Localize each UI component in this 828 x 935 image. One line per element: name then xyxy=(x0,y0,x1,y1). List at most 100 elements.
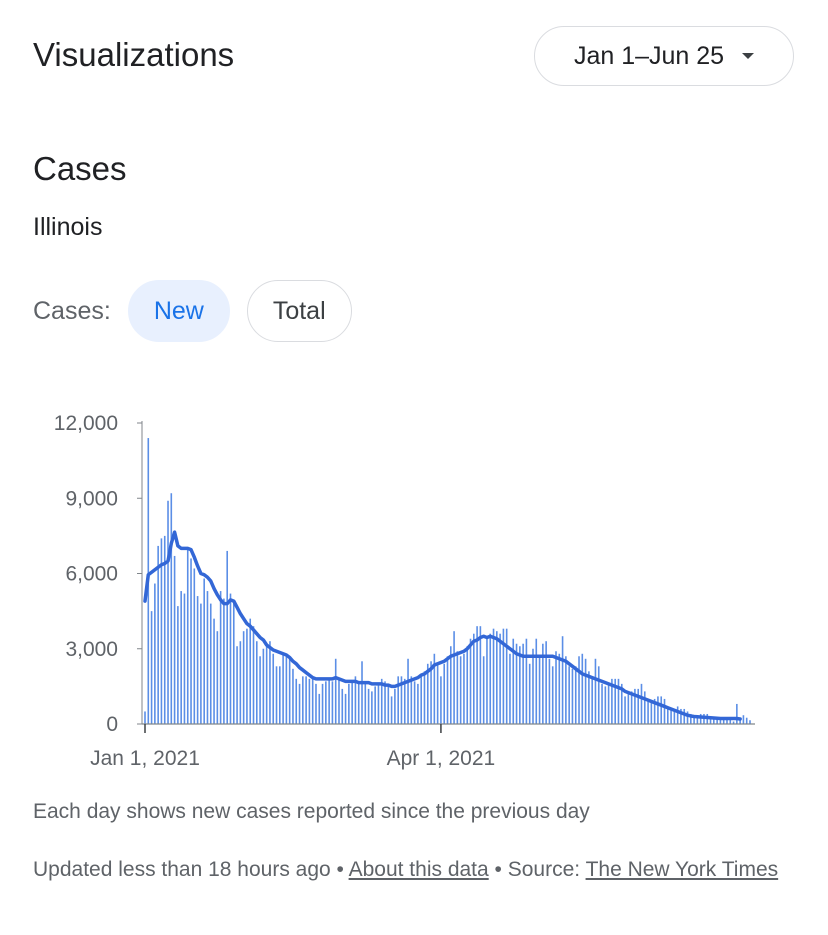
bar xyxy=(476,626,478,724)
bar xyxy=(206,591,209,724)
bar xyxy=(568,666,570,724)
bar xyxy=(223,598,225,724)
bar xyxy=(607,683,610,724)
bar xyxy=(157,545,159,724)
date-range-dropdown[interactable]: Jan 1–Jun 25 xyxy=(534,26,794,86)
bar xyxy=(604,686,607,725)
bar xyxy=(535,638,538,724)
bar xyxy=(505,628,508,724)
bar xyxy=(265,646,268,724)
bar xyxy=(624,696,626,724)
bar xyxy=(252,626,255,724)
bar xyxy=(318,693,321,724)
bar xyxy=(209,603,212,724)
chart-note: Each day shows new cases reported since … xyxy=(33,800,590,823)
page-title: Visualizations xyxy=(33,36,235,73)
bar xyxy=(637,688,640,724)
bar xyxy=(351,681,353,724)
bar xyxy=(574,666,577,724)
bar xyxy=(292,668,294,724)
section-title: Cases xyxy=(33,150,127,187)
bar xyxy=(686,711,689,724)
bar xyxy=(617,678,620,724)
source-link[interactable]: The New York Times xyxy=(585,858,779,881)
bar xyxy=(660,696,663,724)
bar xyxy=(374,686,376,725)
bar xyxy=(334,658,337,724)
bar xyxy=(232,601,235,724)
bar xyxy=(440,676,442,724)
bar xyxy=(390,696,393,724)
bar xyxy=(647,698,649,724)
chart-meta: Updated less than 18 hours ago • About t… xyxy=(33,855,793,885)
bar xyxy=(269,641,271,724)
bar xyxy=(150,611,153,725)
bar xyxy=(578,656,580,724)
y-tick-label: 3,000 xyxy=(65,638,118,661)
bar xyxy=(561,636,564,724)
bar xyxy=(410,676,413,724)
bar xyxy=(509,653,511,724)
bar xyxy=(482,656,485,724)
bar xyxy=(519,646,521,724)
y-tick-label: 9,000 xyxy=(65,487,118,510)
bar xyxy=(736,703,738,724)
bar xyxy=(361,661,363,724)
bar xyxy=(279,666,281,724)
bar xyxy=(463,653,465,724)
bar xyxy=(413,681,416,724)
bar xyxy=(436,663,439,724)
caret-down-icon xyxy=(742,53,755,59)
bar xyxy=(588,671,590,724)
bar xyxy=(466,646,469,724)
bar xyxy=(499,633,501,724)
bar xyxy=(183,593,186,724)
new-cases-chip[interactable]: New xyxy=(127,280,230,342)
bar xyxy=(634,688,636,724)
bar xyxy=(400,676,403,724)
bar xyxy=(249,618,252,724)
bar xyxy=(726,717,728,724)
bar xyxy=(311,678,314,724)
bar xyxy=(620,683,623,724)
bar xyxy=(213,618,215,724)
bar xyxy=(456,651,459,724)
updated-text: Updated less than 18 hours ago xyxy=(33,858,331,881)
bar xyxy=(321,683,324,724)
bar xyxy=(713,718,715,724)
bar xyxy=(325,681,327,724)
bar xyxy=(433,653,436,724)
y-tick-label: 12,000 xyxy=(54,412,118,435)
bar xyxy=(709,716,712,724)
bar xyxy=(144,711,146,724)
bar xyxy=(657,696,659,724)
bar xyxy=(354,676,357,724)
bar xyxy=(528,663,531,724)
bar xyxy=(591,676,593,724)
bar xyxy=(643,691,646,724)
bar xyxy=(384,681,386,724)
bar xyxy=(551,666,554,724)
bar xyxy=(699,713,702,724)
total-cases-chip[interactable]: Total xyxy=(246,280,352,342)
bar xyxy=(719,717,722,724)
bar xyxy=(571,668,574,724)
bar xyxy=(542,643,544,724)
bar xyxy=(420,676,422,724)
bar xyxy=(338,678,340,724)
bar xyxy=(716,718,718,724)
region-label: Illinois xyxy=(33,213,103,241)
bar xyxy=(170,493,173,724)
bar xyxy=(584,658,587,724)
bar xyxy=(581,653,584,724)
about-data-link[interactable]: About this data xyxy=(348,858,489,881)
bar xyxy=(407,658,409,724)
bar xyxy=(177,606,179,724)
bar xyxy=(394,688,396,724)
bar xyxy=(558,653,561,724)
bar xyxy=(729,718,732,724)
chart-axes: 0 3,000 6,000 9,000 12,000 Jan 1, 2021 Apr 1, … xyxy=(54,412,755,770)
bar xyxy=(403,678,406,724)
bar xyxy=(601,683,603,724)
bar xyxy=(285,653,288,724)
